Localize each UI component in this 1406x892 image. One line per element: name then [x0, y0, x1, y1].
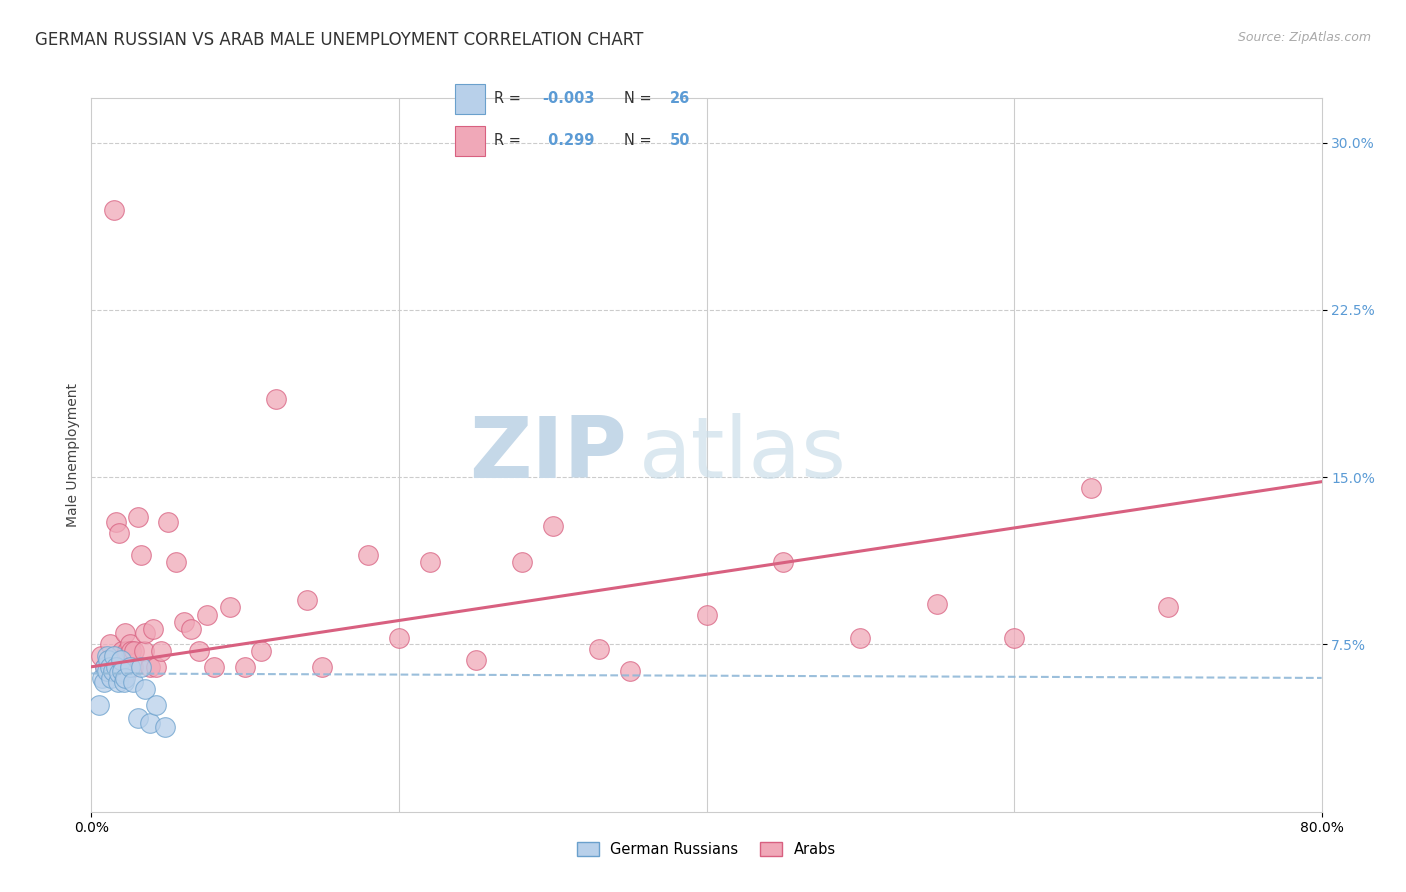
Point [118, 637, 141, 651]
Point [91, 671, 114, 685]
Point [357, 548, 380, 563]
Point [103, 648, 125, 663]
Text: 26: 26 [669, 91, 690, 106]
Point [145, 698, 167, 712]
Point [129, 660, 152, 674]
Point [94, 660, 117, 674]
Point [510, 555, 533, 569]
Point [202, 660, 225, 674]
Text: 0.299: 0.299 [543, 133, 593, 148]
Point [419, 555, 441, 569]
Text: 50: 50 [669, 133, 690, 148]
Point [98, 660, 121, 674]
Point [142, 622, 165, 636]
Text: N =: N = [624, 91, 657, 106]
Point [849, 631, 872, 645]
Point [311, 660, 333, 674]
Legend: German Russians, Arabs: German Russians, Arabs [571, 837, 842, 863]
Point [118, 660, 141, 674]
Point [249, 644, 271, 658]
Point [97, 653, 120, 667]
Point [295, 592, 318, 607]
Point [122, 660, 145, 674]
Point [129, 548, 152, 563]
Point [233, 660, 256, 674]
Point [153, 720, 177, 734]
Point [111, 644, 134, 658]
Point [588, 642, 610, 657]
Text: R =: R = [495, 91, 526, 106]
Point [1157, 599, 1180, 614]
Point [100, 671, 122, 685]
Point [195, 608, 218, 623]
Bar [456, 126, 485, 156]
Point [87, 698, 110, 712]
Point [180, 622, 202, 636]
Point [111, 664, 134, 678]
Text: Source: ZipAtlas.com: Source: ZipAtlas.com [1237, 31, 1371, 45]
Point [90, 648, 112, 663]
Point [165, 555, 187, 569]
Point [96, 648, 118, 663]
Point [132, 644, 155, 658]
Text: atlas: atlas [638, 413, 846, 497]
Point [103, 202, 125, 217]
Point [696, 608, 718, 623]
Point [541, 519, 564, 533]
Point [108, 666, 131, 681]
Text: N =: N = [624, 133, 657, 148]
Point [139, 715, 162, 730]
Point [145, 660, 167, 674]
Point [105, 660, 127, 674]
Point [120, 644, 142, 658]
Point [112, 675, 135, 690]
Text: -0.003: -0.003 [543, 91, 595, 106]
Point [188, 644, 211, 658]
Text: R =: R = [495, 133, 526, 148]
Point [927, 598, 949, 612]
Point [218, 599, 240, 614]
Point [464, 653, 486, 667]
Point [105, 515, 127, 529]
Y-axis label: Male Unemployment: Male Unemployment [66, 383, 80, 527]
Point [1080, 482, 1102, 496]
Point [139, 660, 162, 674]
Point [264, 392, 287, 407]
Point [114, 626, 136, 640]
Point [96, 664, 118, 678]
Point [173, 615, 195, 630]
Point [101, 653, 124, 667]
Text: ZIP: ZIP [468, 413, 627, 497]
Point [93, 675, 115, 690]
Point [114, 671, 136, 685]
Point [101, 664, 124, 678]
Point [124, 644, 146, 658]
Point [1002, 631, 1025, 645]
Point [98, 637, 121, 651]
Point [619, 664, 641, 678]
Point [772, 555, 794, 569]
Point [127, 711, 149, 725]
Point [122, 675, 145, 690]
Point [134, 626, 156, 640]
Bar [456, 84, 485, 113]
Point [149, 644, 172, 658]
Point [107, 675, 129, 690]
Point [110, 653, 132, 667]
Point [388, 631, 411, 645]
Text: GERMAN RUSSIAN VS ARAB MALE UNEMPLOYMENT CORRELATION CHART: GERMAN RUSSIAN VS ARAB MALE UNEMPLOYMENT… [35, 31, 644, 49]
Point [127, 510, 149, 524]
Point [157, 515, 180, 529]
Point [94, 660, 117, 674]
Point [134, 681, 156, 696]
Point [108, 526, 131, 541]
Point [115, 644, 138, 658]
